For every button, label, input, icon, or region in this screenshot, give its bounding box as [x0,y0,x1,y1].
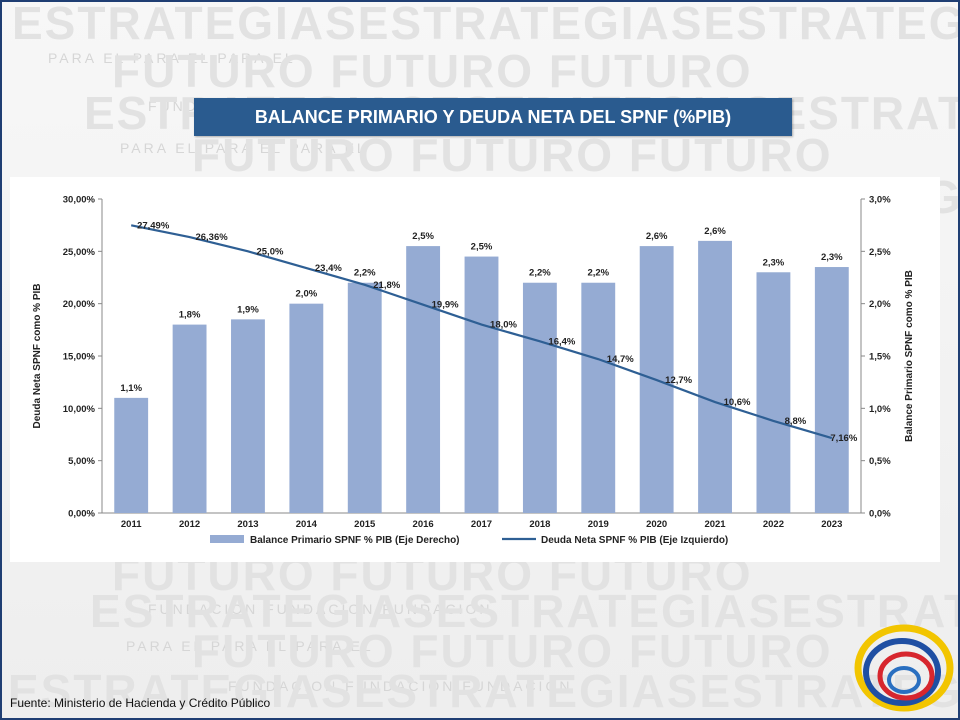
left-tick-label: 5,00% [68,456,95,467]
line-data-label: 16,4% [548,336,575,347]
bar [698,240,732,513]
x-tick-label: 2020 [646,519,667,530]
bar-data-label: 2,3% [763,257,785,268]
bar-data-label: 2,6% [704,226,726,237]
right-tick-label: 0,5% [869,456,891,467]
chart-panel: 0,00% 5,00% 10,00% 15,00% 20,00% 25,00% 30,00%… [10,177,940,562]
foundation-logo [854,624,954,712]
bar [172,324,207,513]
watermark-small-word: PARA EL PARA EL PARA EL [126,638,374,654]
bar [114,397,149,513]
x-tick-label: 2016 [413,519,434,530]
bar [522,282,557,513]
legend-line-label: Deuda Neta SPNF % PIB (Eje Izquierdo) [541,535,728,546]
x-tick-label: 2022 [763,519,784,530]
watermark-small-word: FUNDACION FUNDACION FUNDACION [228,678,573,694]
x-tick-label: 2014 [296,519,318,530]
line-data-label: 12,7% [665,375,692,386]
right-tick-label: 1,0% [869,404,891,415]
bar [406,246,441,513]
x-tick-label: 2012 [179,519,200,530]
watermark-word: FUTURO FUTURO FUTURO [192,129,833,181]
legend-bar-swatch [210,535,244,543]
bar [581,282,616,513]
bar-data-label: 2,5% [412,231,434,242]
watermark-small-word: FUNDACION FUNDACION FUNDACION [148,601,493,617]
line-data-label: 7,16% [830,433,857,444]
bar-data-label: 2,2% [529,268,551,279]
line-data-label: 27,49% [137,220,170,231]
line-data-label: 21,8% [373,280,400,291]
bar-data-label: 1,8% [179,310,201,321]
left-tick-label: 20,00% [63,299,96,310]
source-note: Fuente: Ministerio de Hacienda y Crédito… [10,696,271,710]
legend-bar-label: Balance Primario SPNF % PIB (Eje Derecho… [250,535,460,546]
x-tick-label: 2021 [704,519,726,530]
watermark-word: ESTRATEGIASESTRATEGIASESTRATEGIAS [12,2,958,49]
bar [289,303,324,513]
line-data-label: 18,0% [490,320,517,331]
watermark-word: FUTURO FUTURO FUTURO [192,625,833,677]
bar [464,256,499,513]
bar-data-label: 2,5% [471,242,493,253]
right-tick-label: 2,5% [869,247,891,258]
right-tick-label: 3,0% [869,195,891,206]
bar-data-label: 1,9% [237,304,259,315]
left-tick-label: 15,00% [63,352,96,363]
bar-data-label: 2,2% [587,268,609,279]
bar [814,267,849,513]
line-series [130,224,833,440]
watermark-small-word: PARA EL PARA EL PARA EL [48,50,296,66]
x-tick-label: 2019 [588,519,609,530]
bar-data-label: 1,1% [120,383,142,394]
right-tick-label: 2,0% [869,299,891,310]
x-tick-label: 2013 [237,519,258,530]
line-data-label: 8,8% [785,416,807,427]
line-data-label: 23,4% [315,263,342,274]
chart-title: BALANCE PRIMARIO Y DEUDA NETA DEL SPNF (… [254,106,732,127]
left-axis-title: Deuda Neta SPNF como % PIB [32,283,43,428]
x-tick-label: 2023 [821,519,842,530]
line-data-label: 14,7% [607,354,634,365]
watermark-word: FUTURO FUTURO FUTURO [112,45,753,97]
left-tick-label: 25,00% [63,247,96,258]
bar-data-label: 2,2% [354,268,376,279]
chart-title-banner: BALANCE PRIMARIO Y DEUDA NETA DEL SPNF (… [194,98,792,136]
left-tick-label: 30,00% [63,195,96,206]
bar-data-label: 2,6% [646,231,668,242]
x-tick-label: 2017 [471,519,492,530]
bar [347,282,382,513]
combo-chart: 0,00% 5,00% 10,00% 15,00% 20,00% 25,00% 30,00%… [32,195,915,547]
bar-data-label: 2,0% [296,289,318,300]
line-data-label: 26,36% [195,232,228,243]
right-tick-label: 1,5% [869,352,891,363]
bar [756,272,791,513]
line-data-label: 25,0% [256,246,283,257]
right-tick-label: 0,0% [869,509,891,520]
x-tick-label: 2015 [354,519,376,530]
right-axis-title: Balance Primario SPNF como % PIB [904,270,915,442]
watermark-word: ESTRATEGIASESTRATEGIASESTRATEGIAS [90,585,958,637]
x-tick-label: 2018 [529,519,550,530]
left-tick-label: 10,00% [63,404,96,415]
bar-data-label: 2,3% [821,252,843,263]
x-tick-label: 2011 [121,519,142,530]
watermark-small-word: PARA EL PARA EL PARA EL [120,140,368,156]
line-data-label: 19,9% [432,300,459,311]
line-data-label: 10,6% [724,397,751,408]
bar [231,319,265,513]
left-tick-label: 0,00% [68,509,95,520]
